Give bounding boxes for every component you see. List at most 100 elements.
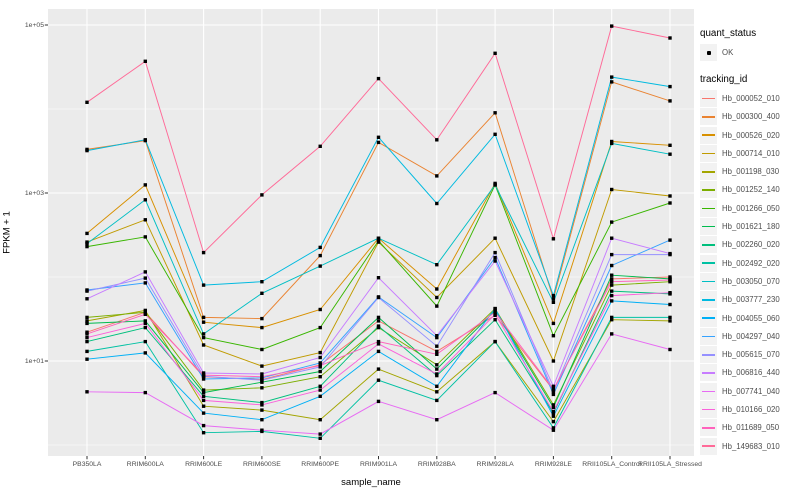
data-point [260,378,264,382]
legend-key-line-icon [700,291,717,309]
x-tick-label: RRII105LA_Control [582,461,642,468]
legend-entry-label: Hb_011689_050 [722,423,780,433]
legend-entry: Hb_007741_040 [700,382,780,400]
data-point [551,403,556,407]
data-point [610,236,614,240]
data-point [318,375,322,379]
data-point [260,400,264,405]
data-point [201,373,206,377]
legend-entry-label: Hb_003777_230 [722,295,780,305]
data-point [610,293,614,298]
data-point [260,364,264,368]
data-point [551,321,556,326]
legend-key-line-icon [700,382,717,400]
legend-key-line-icon [700,272,717,290]
data-point [85,289,89,293]
data-point [260,280,264,284]
legend-tracking-id-entries: Hb_000052_010 Hb_000300_400 Hb_000526_020 H… [700,90,780,455]
data-point [668,194,672,198]
legend-entry-label: Hb_002260_020 [722,240,780,250]
data-point [668,251,672,256]
data-point [551,297,556,301]
legend-entry: Hb_001266_050 [700,199,780,217]
data-point [318,369,322,374]
data-point [435,304,439,308]
data-point [318,418,322,422]
data-point [668,291,672,295]
data-point [376,315,381,320]
data-point [551,334,556,338]
legend-key-line-icon [700,163,717,181]
data-point [260,375,264,379]
data-point [260,428,264,432]
data-point [493,312,497,316]
legend-entry-ok: OK [700,44,756,61]
y-tick-label: 1e+03 [24,189,44,197]
data-point [260,316,264,321]
data-point [551,359,556,363]
data-point [610,252,614,257]
data-point [435,263,439,267]
data-point [201,404,206,408]
data-point [85,339,89,344]
data-point [376,342,381,346]
data-point [260,380,264,384]
data-point [493,183,497,187]
data-point [143,218,147,222]
legend-entry-label: Hb_010166_020 [722,405,780,415]
data-point [260,193,264,197]
data-point [435,344,439,348]
legend-entry: Hb_002492_020 [700,254,780,272]
data-point [493,250,497,255]
data-point [201,320,206,324]
legend-entry: Hb_000052_010 [700,90,780,107]
data-point [260,325,264,330]
legend-entry: Hb_001252_140 [700,181,780,199]
data-point [551,387,556,391]
data-point [493,390,497,395]
data-point [260,403,264,407]
legend-entry-label: Hb_000526_020 [722,130,780,140]
legend-entry-label: Hb_007741_040 [722,386,780,396]
data-point [376,319,381,323]
data-point [85,335,89,340]
x-tick-label: RRIM928LA [476,461,514,468]
data-point [551,414,556,418]
data-point [143,325,147,330]
data-point [376,276,381,280]
data-point [318,245,322,250]
data-point [318,436,322,440]
data-point [493,255,497,260]
data-point [143,310,147,314]
legend-entry: Hb_010166_020 [700,401,780,419]
data-point [551,300,556,304]
legend-key-line-icon [700,108,717,126]
data-point [260,291,264,295]
ok-point-icon [700,44,717,61]
data-point [201,250,206,255]
data-point [85,148,89,153]
data-point [435,418,439,422]
data-point [376,324,381,328]
data-point [435,352,439,356]
data-point [143,390,147,395]
data-point [668,278,672,282]
data-point [668,302,672,307]
data-point [435,372,439,376]
data-point [85,349,89,354]
legend-key-line-icon [700,309,717,327]
data-point [376,378,381,382]
legend-entry: Hb_149683_010 [700,437,780,455]
data-point [318,355,322,360]
legend-entry: Hb_005615_070 [700,346,780,364]
legend-key-line-icon [700,90,717,107]
data-point [435,398,439,403]
data-point [493,310,497,314]
data-point [143,281,147,285]
data-point [260,408,264,412]
legend-key-line-icon [700,199,717,217]
legend-entry-label: Hb_000714_010 [722,148,780,158]
data-point [85,315,89,320]
x-tick-label: RRIM901LA [359,461,398,468]
legend-key-line-icon [700,401,717,419]
